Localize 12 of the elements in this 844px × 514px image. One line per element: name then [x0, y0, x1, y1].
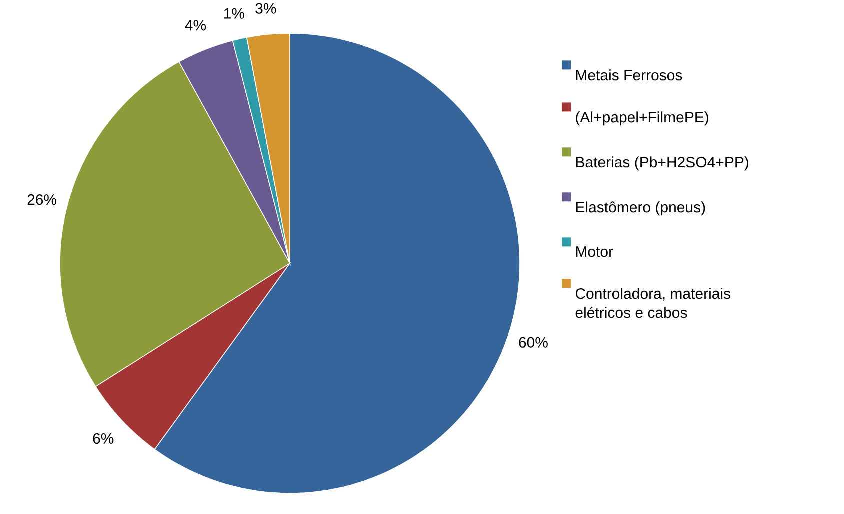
legend-label: Motor: [576, 246, 614, 257]
legend-label: (Al+papel+FilmePE): [576, 111, 708, 126]
legend-label: Baterias (Pb+H2SO4+PP): [576, 156, 748, 170]
data-label: 4%: [185, 20, 206, 30]
data-label: 60%: [519, 337, 548, 348]
data-label: 6%: [93, 433, 114, 444]
legend-label: Metais Ferrosos: [576, 69, 682, 80]
data-label: 3%: [256, 3, 276, 14]
data-label: 26%: [28, 194, 57, 205]
legend-label: Elastômero (pneus): [576, 201, 706, 216]
legend-label: Controladora, materiais elétricos e cabos: [576, 288, 731, 318]
data-label: 1%: [224, 8, 244, 19]
